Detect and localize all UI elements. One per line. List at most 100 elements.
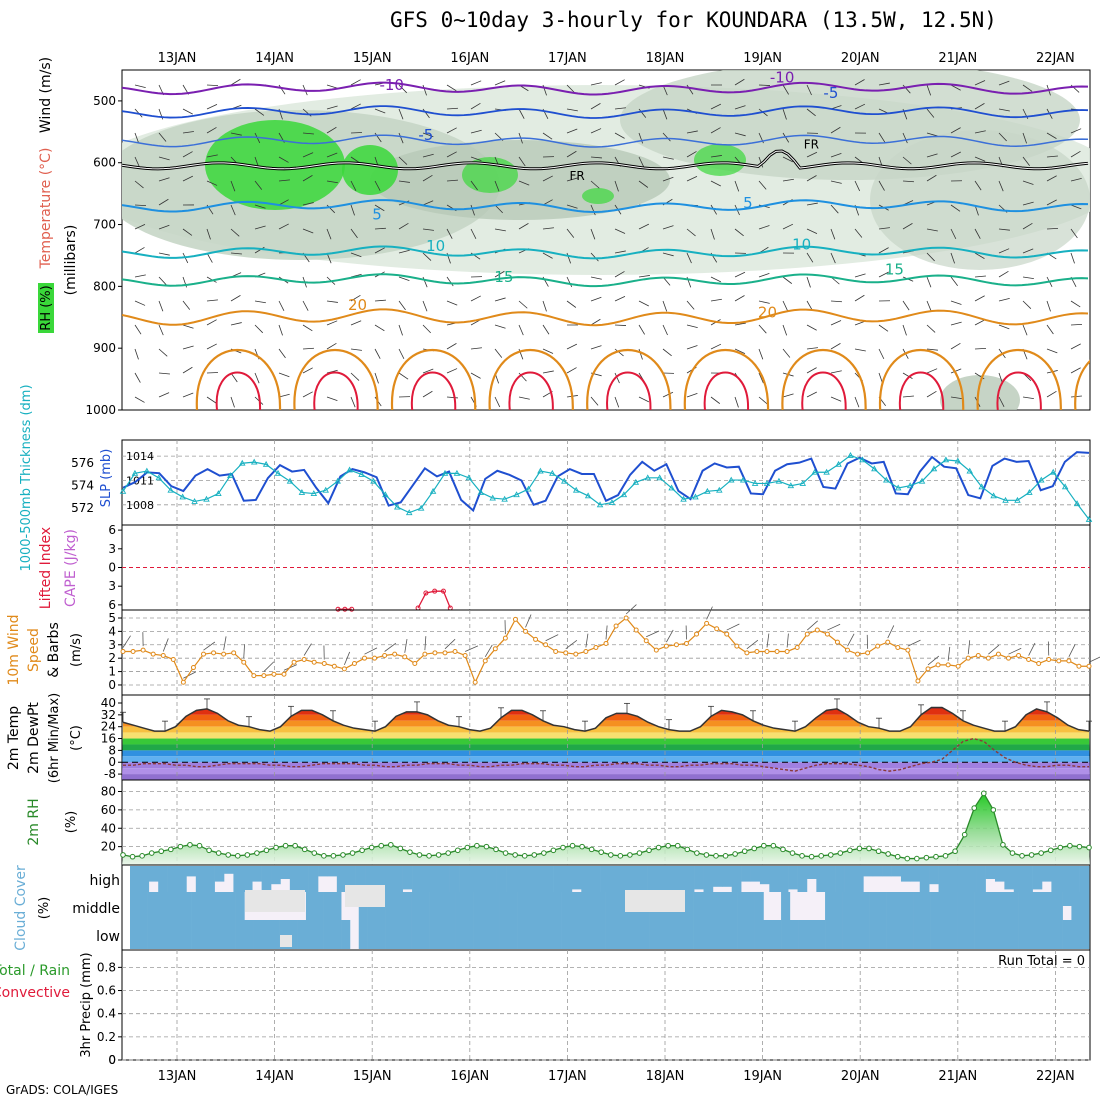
thickness-point: [966, 467, 974, 474]
wind-barb: [1022, 180, 1034, 185]
isotherm-label: 20: [348, 296, 367, 314]
isotherm-label: 5: [743, 194, 753, 212]
cloud-cell: [440, 866, 450, 892]
wind-barb: [614, 324, 627, 326]
wind-barb: [590, 396, 599, 406]
cloud-cell: [167, 866, 178, 892]
rh-point: [263, 847, 270, 854]
wind-barb: [758, 396, 768, 405]
wind-barb: [710, 396, 721, 404]
thickness-point: [799, 480, 807, 486]
rh-point: [703, 852, 710, 858]
wind-barb: [1070, 343, 1081, 350]
wind-barb: [134, 224, 146, 230]
rh-point: [426, 853, 432, 859]
wind-barb: [278, 84, 286, 95]
bl-contour: [313, 371, 359, 410]
cloud-cell: [173, 892, 184, 920]
wind-barb: [614, 79, 625, 86]
wind-speed-point: [774, 648, 780, 654]
cloud-cell: [481, 892, 492, 920]
wind-barb: [254, 225, 266, 230]
wind-barb: [542, 132, 553, 140]
date-label-bottom: 22JAN: [1036, 1069, 1075, 1084]
wind-speed-point: [180, 679, 186, 685]
rh-point: [607, 852, 614, 858]
cloud-cell: [886, 892, 896, 920]
isotherm-label: -5: [823, 84, 838, 102]
cloud-cell: [252, 866, 262, 882]
wind-barb: [302, 132, 314, 135]
rh-point: [1047, 847, 1054, 854]
wind-speed-point: [160, 653, 166, 658]
wind-barb: [1046, 175, 1057, 182]
wind-speed-point: [824, 631, 830, 637]
wind-barb: [830, 126, 841, 134]
thickness-point: [143, 467, 151, 474]
wind-barb: [950, 368, 962, 374]
rh-point: [512, 852, 518, 858]
y-tick-label: 60: [101, 803, 116, 817]
rh-point: [349, 850, 356, 856]
slp-tick: 1011: [126, 474, 154, 487]
wind-barb: [518, 324, 524, 336]
wind-barb: [726, 623, 740, 631]
isotherm-label: 10: [792, 235, 811, 253]
cloud-cell: [374, 866, 385, 892]
wind-barb: [926, 84, 932, 96]
wind-barb: [446, 151, 457, 158]
wind-barb: [278, 372, 290, 378]
cloud-cell: [130, 866, 140, 892]
cloud-cell: [420, 920, 430, 949]
y-tick-label: 0.6: [97, 984, 116, 998]
cloud-cell: [270, 920, 280, 949]
cloud-cell: [534, 892, 544, 920]
thickness-point: [1049, 468, 1057, 475]
wind-barb: [1022, 324, 1028, 336]
wind-barb: [830, 396, 842, 402]
bl-contour: [606, 371, 652, 410]
cloud-cell: [710, 920, 720, 949]
thickness-point: [990, 492, 997, 499]
rh-point: [273, 844, 279, 851]
wind-barb: [326, 204, 336, 214]
ylabel-cloud-cover: Cloud Cover: [13, 865, 29, 951]
cloud-cell: [860, 892, 870, 920]
rh-point: [617, 853, 624, 859]
cloud-cell: [288, 920, 298, 949]
bl-contour: [976, 348, 1062, 410]
wind-barb: [254, 300, 266, 304]
wind-barb: [662, 108, 668, 120]
wind-barb: [446, 179, 458, 182]
wind-speed-point: [502, 635, 508, 641]
wind-speed-point: [261, 673, 267, 679]
rh-point: [493, 846, 499, 853]
wind-barb: [158, 392, 170, 398]
wind-barb: [278, 324, 283, 336]
wind-barb: [326, 152, 338, 158]
wind-barb: [134, 396, 145, 403]
rh-point: [770, 842, 777, 849]
cloud-cell: [976, 866, 986, 892]
bl-contour: [410, 371, 457, 410]
cloud-cell: [781, 892, 791, 920]
cloud-cell: [1053, 892, 1063, 920]
wind-barb: [926, 390, 937, 398]
cloud-cell: [367, 920, 377, 949]
rh-point: [1028, 852, 1035, 858]
wind-barb: [1022, 396, 1034, 400]
ylabel-cloud-unit: (%): [37, 897, 52, 920]
cloud-cell: [745, 920, 755, 949]
wind-barb: [854, 396, 860, 408]
cloud-cell: [947, 866, 958, 892]
wind-speed-point: [442, 650, 448, 656]
wind-barb: [926, 324, 936, 333]
wind-barb: [950, 228, 957, 240]
date-label-top: 18JAN: [646, 51, 685, 66]
cloud-cell: [156, 920, 166, 949]
wind-barb: [1028, 642, 1036, 656]
wind-speed-point: [201, 651, 206, 657]
wind-barb: [446, 368, 458, 374]
isotherm-label: -5: [418, 126, 433, 144]
wind-barb: [758, 273, 770, 278]
